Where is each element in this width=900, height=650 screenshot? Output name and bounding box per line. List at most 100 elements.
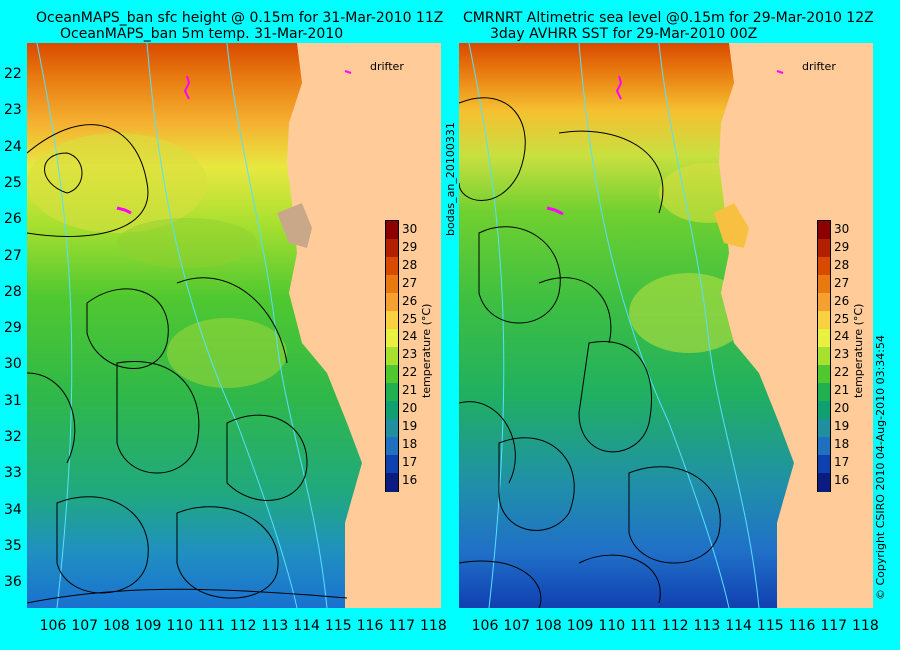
colorbar-swatch bbox=[386, 347, 398, 366]
longitude-tick-label: 112 bbox=[661, 618, 689, 634]
longitude-tick-label: 115 bbox=[756, 618, 784, 634]
latitude-tick-label: 33 bbox=[4, 465, 22, 482]
right-title-line2: 3day AVHRR SST for 29-Mar-2010 00Z bbox=[490, 26, 758, 42]
colorbar-swatch bbox=[818, 239, 830, 258]
latitude-tick-label: 32 bbox=[4, 429, 22, 445]
colorbar-swatch bbox=[818, 419, 830, 438]
longitude-tick-label: 107 bbox=[71, 618, 99, 634]
colorbar-swatch bbox=[386, 473, 398, 492]
latitude-tick-label: 26 bbox=[4, 211, 22, 228]
colorbar-tick-label: 20 bbox=[402, 401, 418, 415]
left-drifter-label: drifter bbox=[370, 60, 404, 73]
colorbar-tick-label: 16 bbox=[834, 472, 850, 487]
longitude-tick-label: 106 bbox=[471, 618, 499, 634]
longitude-tick-label: 113 bbox=[693, 618, 721, 634]
colorbar-swatch bbox=[386, 293, 398, 312]
colorbar-swatch bbox=[386, 401, 398, 420]
colorbar-swatch bbox=[386, 221, 398, 240]
colorbar-tick-label: 22 bbox=[834, 365, 850, 380]
colorbar-swatch bbox=[386, 383, 398, 402]
colorbar-tick-label: 26 bbox=[402, 293, 418, 308]
left-title-line1: OceanMAPS_ban sfc height @ 0.15m for 31-… bbox=[36, 10, 444, 26]
latitude-tick-label: 36 bbox=[4, 574, 22, 591]
copyright-label: © Copyright CSIRO 2010 04-Aug-2010 03:34… bbox=[874, 334, 887, 600]
colorbar-swatch bbox=[386, 419, 398, 438]
land-mass bbox=[287, 43, 441, 608]
colorbar-tick-label: 21 bbox=[402, 383, 418, 398]
right-drifter-label: drifter bbox=[802, 60, 836, 73]
left-title-line2: OceanMAPS_ban 5m temp. 31-Mar-2010 bbox=[60, 26, 344, 42]
colorbar-tick-label: 24 bbox=[834, 329, 850, 344]
latitude-tick-label: 34 bbox=[4, 501, 22, 518]
longitude-tick-label: 110 bbox=[598, 618, 626, 634]
colorbar-swatch bbox=[818, 329, 830, 348]
right-title-line1: CMRNRT Altimetric sea level @0.15m for 2… bbox=[463, 10, 874, 26]
latitude-tick-label: 35 bbox=[4, 537, 22, 554]
left-map-svg bbox=[27, 43, 441, 608]
colorbar-swatch bbox=[818, 437, 830, 456]
colorbar-swatch bbox=[818, 383, 830, 402]
longitude-tick-label: 108 bbox=[535, 618, 562, 634]
longitude-tick-label: 117 bbox=[388, 618, 416, 634]
coastal-warm-area bbox=[714, 203, 749, 248]
longitude-tick-label: 108 bbox=[103, 618, 130, 634]
longitude-tick-label: 118 bbox=[420, 618, 447, 634]
colorbar-swatch bbox=[818, 221, 830, 240]
colorbar-tick-label: 25 bbox=[834, 311, 850, 326]
longitude-tick-label: 111 bbox=[630, 618, 657, 634]
colorbar-tick-label: 30 bbox=[834, 222, 850, 236]
colorbar-tick-label: 23 bbox=[834, 347, 850, 362]
land-gray-area bbox=[277, 203, 312, 248]
drifter-track-north bbox=[615, 75, 623, 100]
latitude-tick-label: 31 bbox=[4, 392, 22, 409]
colorbar-tick-label: 28 bbox=[834, 257, 850, 272]
longitude-tick-label: 115 bbox=[324, 618, 352, 634]
longitude-tick-label: 107 bbox=[503, 618, 531, 634]
colorbar-swatch bbox=[818, 455, 830, 474]
colorbar-tick-label: 30 bbox=[402, 222, 418, 236]
longitude-tick-label: 116 bbox=[356, 618, 384, 634]
sea-level-contours bbox=[27, 124, 348, 604]
right-colorbar bbox=[817, 220, 831, 492]
colorbar-swatch bbox=[386, 455, 398, 474]
longitude-tick-label: 118 bbox=[852, 618, 879, 634]
longitude-tick-label: 109 bbox=[566, 618, 594, 634]
latitude-tick-label: 30 bbox=[4, 356, 22, 373]
colorbar-tick-label: 24 bbox=[402, 329, 418, 344]
right-map-svg bbox=[459, 43, 873, 608]
colorbar-swatch bbox=[386, 329, 398, 348]
colorbar-tick-label: 29 bbox=[834, 239, 850, 254]
colorbar-tick-label: 26 bbox=[834, 293, 850, 308]
left-map-panel bbox=[27, 43, 441, 608]
colorbar-tick-label: 20 bbox=[834, 401, 850, 415]
colorbar-swatch bbox=[386, 257, 398, 276]
colorbar-tick-label: 27 bbox=[402, 275, 418, 290]
drifter-legend-mark bbox=[344, 70, 352, 74]
longitude-tick-label: 112 bbox=[229, 618, 257, 634]
colorbar-tick-label: 25 bbox=[402, 311, 418, 326]
colorbar-tick-label: 22 bbox=[402, 365, 418, 380]
colorbar-tick-label: 23 bbox=[402, 347, 418, 362]
land-mass bbox=[719, 43, 873, 608]
latitude-tick-label: 23 bbox=[4, 102, 22, 119]
longitude-tick-label: 110 bbox=[166, 618, 194, 634]
drifter-legend-mark bbox=[776, 70, 784, 74]
left-colorbar bbox=[385, 220, 399, 492]
colorbar-swatch bbox=[818, 347, 830, 366]
colorbar-tick-label: 17 bbox=[402, 454, 418, 469]
run-id-label: bodas_an_20100331 bbox=[444, 122, 457, 236]
colorbar-swatch bbox=[818, 257, 830, 276]
latitude-tick-label: 25 bbox=[4, 174, 22, 191]
latitude-tick-label: 22 bbox=[4, 66, 22, 82]
drifter-track-north bbox=[183, 75, 191, 100]
colorbar-swatch bbox=[386, 437, 398, 456]
sea-level-contours bbox=[459, 97, 721, 608]
latitude-tick-label: 24 bbox=[4, 138, 22, 155]
colorbar-swatch bbox=[818, 293, 830, 312]
longitude-tick-label: 113 bbox=[261, 618, 289, 634]
colorbar-tick-label: 21 bbox=[834, 383, 850, 398]
longitude-tick-label: 111 bbox=[198, 618, 225, 634]
right-map-panel bbox=[459, 43, 873, 608]
isobath-lines bbox=[36, 43, 328, 608]
colorbar-swatch bbox=[818, 401, 830, 420]
